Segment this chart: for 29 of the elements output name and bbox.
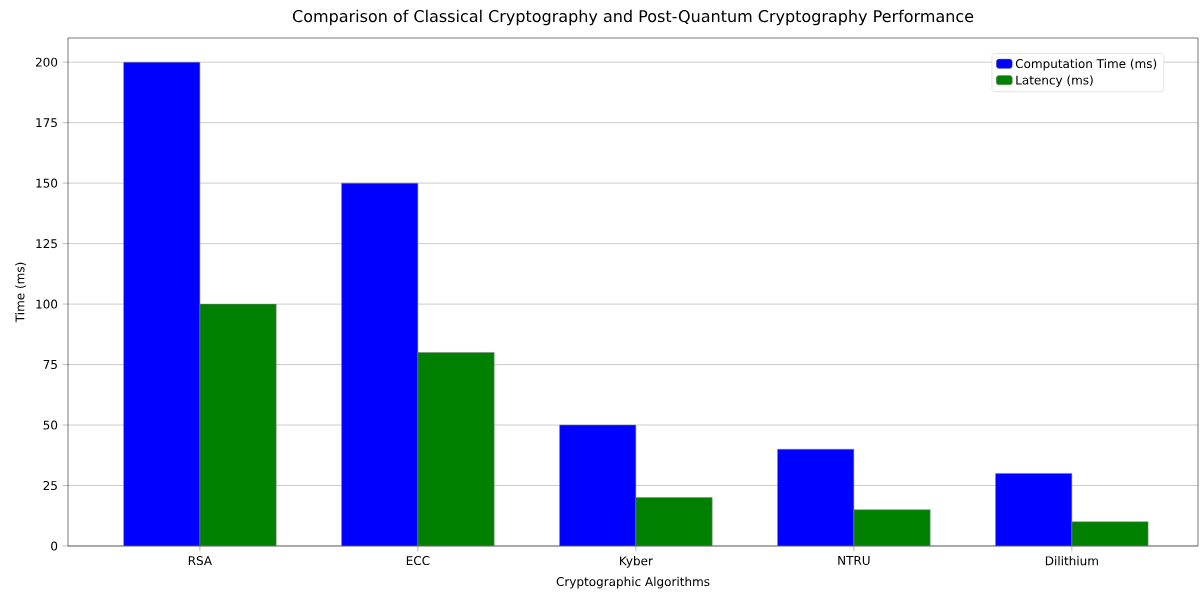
y-tick-label: 200 [35, 57, 58, 67]
x-axis-title: Cryptographic Algorithms [556, 576, 710, 589]
y-tick-label: 125 [36, 239, 57, 249]
bar [635, 497, 713, 547]
bar [853, 509, 931, 547]
bar [341, 182, 419, 547]
x-tick-label: RSA [188, 556, 212, 566]
bar [559, 424, 637, 547]
y-tick-label: 150 [36, 178, 58, 188]
x-tick-label: Dilithium [1045, 556, 1098, 566]
bar [995, 473, 1073, 547]
x-tick-label: Kyber [620, 556, 653, 568]
y-axis-title: Time (ms) [15, 262, 26, 323]
x-tick-label: NTRU [838, 556, 870, 566]
bar [417, 352, 495, 547]
y-tick-label: 175 [36, 118, 57, 128]
bar [1071, 521, 1149, 547]
legend-label: Latency (ms) [1016, 75, 1093, 87]
chart-title: Comparison of Classical Cryptography and Post-Quantum Cryptography Performance [292, 9, 974, 26]
y-tick-label: 75 [43, 360, 57, 370]
y-tick-label: 50 [43, 420, 58, 430]
bar [199, 303, 277, 547]
bar [777, 449, 854, 547]
y-tick-label: 100 [36, 299, 58, 309]
bar [123, 61, 201, 547]
x-tick-label: ECC [406, 556, 430, 566]
y-tick-label: 25 [43, 481, 57, 491]
y-tick-label: 0 [51, 541, 58, 551]
legend-label: Computation Time (ms) [1015, 58, 1157, 71]
